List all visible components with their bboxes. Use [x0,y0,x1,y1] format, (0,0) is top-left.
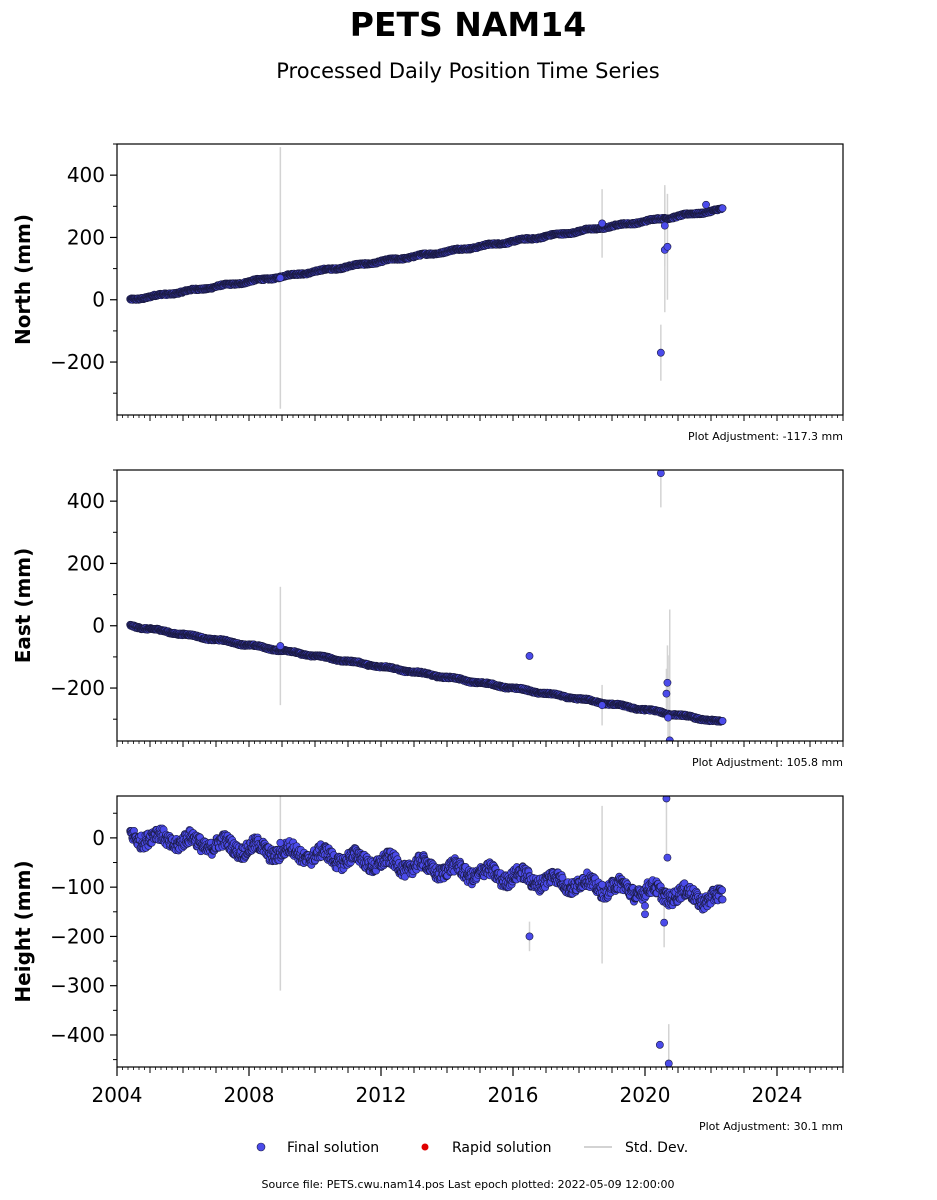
outlier-point [663,242,672,251]
y-tick-label: 200 [67,225,105,249]
legend-std-label: Std. Dev. [625,1140,688,1156]
final-solution-point [718,886,727,895]
outlier-point [660,221,669,230]
legend-final-label: Final solution [287,1140,379,1156]
outlier-point [276,838,285,847]
x-tick-label: 2004 [92,1083,143,1107]
east-panel: −200 0 200 400 East (mm) Plot Adjustment: 105… [11,469,844,769]
plot-area [126,470,727,741]
plot-area [126,147,727,409]
y-tick-label: −100 [50,875,105,899]
outlier-point [662,689,671,698]
outlier-point [525,652,534,660]
y-axis-label: East (mm) [11,548,35,664]
outlier-point [656,348,665,357]
x-tick-label: 2024 [752,1083,803,1107]
height-panel: −400 −300 −200 −100 0 2004 2008 2012 2016 2020 202… [11,795,844,1133]
plot-area [126,796,727,1067]
legend: Final solution Rapid solution Std. Dev. [256,1140,688,1156]
y-tick-label: −200 [50,350,105,374]
outlier-point [598,701,606,710]
outlier-point [598,219,606,228]
y-tick-label: 0 [92,614,105,638]
legend-rapid-label: Rapid solution [452,1140,552,1156]
x-tick-label: 2008 [224,1083,275,1107]
y-tick-label: −400 [50,1023,105,1047]
outlier-point [664,713,672,722]
y-tick-label: 0 [92,826,105,850]
y-axis-label: Height (mm) [11,860,35,1002]
y-tick-label: 400 [67,163,105,187]
outlier-point [664,1059,673,1067]
final-solution-point [718,895,727,904]
x-tick-label: 2012 [356,1083,407,1107]
outlier-point [525,932,534,941]
final-solution-point [718,716,727,725]
legend-final-marker [256,1142,266,1152]
outlier-point [598,880,606,889]
plot-adjustment-note: Plot Adjustment: 30.1 mm [699,1120,843,1133]
outlier-point [655,1040,664,1049]
y-tick-label: 200 [67,551,105,575]
source-note: Source file: PETS.cwu.nam14.pos Last epo… [262,1178,675,1191]
final-solution-point [718,204,727,213]
figure-subtitle: Processed Daily Position Time Series [276,59,660,83]
x-tick-label: 2016 [488,1083,539,1107]
outlier-point [663,678,672,687]
legend-rapid-marker [421,1143,429,1151]
outlier-point [656,470,665,478]
plot-adjustment-note: Plot Adjustment: 105.8 mm [692,756,843,769]
outlier-point [276,642,285,650]
axes-frame [116,143,844,416]
outlier-point [276,274,285,282]
y-tick-label: −200 [50,676,105,700]
y-axis-label: North (mm) [11,214,35,345]
axes-frame [116,469,844,742]
figure-title: PETS NAM14 [350,5,586,44]
y-tick-label: −200 [50,924,105,948]
outlier-point [663,853,672,862]
outlier-point [665,736,674,741]
outlier-point [662,796,671,803]
y-tick-label: 0 [92,288,105,312]
plot-adjustment-note: Plot Adjustment: -117.3 mm [688,430,843,443]
outlier-point [641,901,649,910]
x-tick-label: 2020 [620,1083,671,1107]
y-tick-label: −300 [50,974,105,998]
outlier-point [641,910,649,919]
outlier-point [660,918,669,927]
outlier-point [702,200,710,209]
y-tick-label: 400 [67,489,105,513]
north-panel: −200 0 200 400 North (mm) Plot Adjustment: -1… [11,143,844,443]
